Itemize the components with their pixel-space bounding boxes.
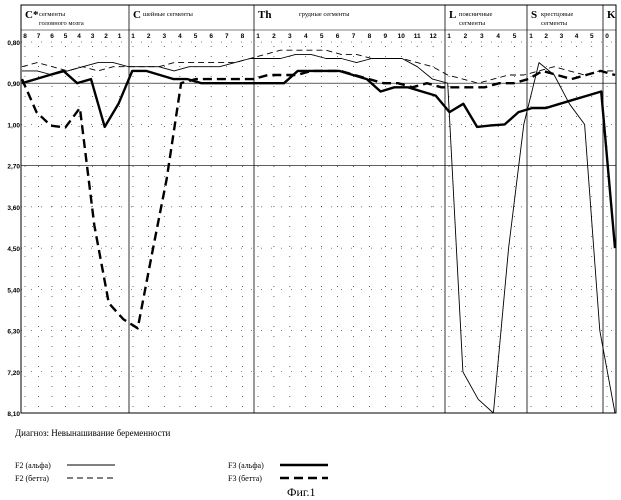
x-tick-label: 1 bbox=[447, 33, 451, 40]
x-tick-label: 4 bbox=[178, 33, 182, 40]
section-label: крестцовые bbox=[541, 11, 573, 18]
section-label: грудные сегменты bbox=[299, 11, 350, 18]
y-tick-label: 1,00 bbox=[7, 122, 20, 129]
x-tick-label: 4 bbox=[304, 33, 308, 40]
section-label: сегменты bbox=[541, 20, 568, 27]
legend-label: F2 (бетта) bbox=[15, 474, 49, 483]
x-tick-label: 3 bbox=[480, 33, 484, 40]
x-tick-label: 11 bbox=[414, 33, 421, 40]
section-label: сегменты bbox=[459, 20, 486, 27]
x-tick-label: 10 bbox=[398, 33, 406, 40]
x-tick-label: 7 bbox=[352, 33, 356, 40]
x-tick-label: 5 bbox=[194, 33, 198, 40]
diagnosis-text: Диагноз: Невынашивание беременности bbox=[15, 428, 170, 438]
x-tick-label: 3 bbox=[288, 33, 292, 40]
x-tick-label: 6 bbox=[209, 33, 213, 40]
x-tick-label: 1 bbox=[529, 33, 533, 40]
x-tick-label: 9 bbox=[384, 33, 388, 40]
section-label: поясничные bbox=[459, 11, 493, 18]
x-tick-label: 2 bbox=[104, 33, 108, 40]
x-tick-label: 6 bbox=[336, 33, 340, 40]
y-tick-label: 8,10 bbox=[7, 411, 20, 418]
x-tick-label: 7 bbox=[37, 33, 41, 40]
x-tick-label: 4 bbox=[496, 33, 500, 40]
x-tick-label: 4 bbox=[575, 33, 579, 40]
section-code: Th bbox=[258, 9, 271, 21]
x-tick-label: 0 bbox=[605, 33, 609, 40]
x-tick-label: 1 bbox=[118, 33, 122, 40]
section-label: сегменты bbox=[39, 11, 66, 18]
x-tick-label: 12 bbox=[429, 33, 437, 40]
x-tick-label: 8 bbox=[241, 33, 245, 40]
x-tick-label: 2 bbox=[272, 33, 276, 40]
x-tick-label: 5 bbox=[320, 33, 324, 40]
y-tick-label: 0,80 bbox=[7, 40, 20, 47]
x-tick-label: 2 bbox=[147, 33, 151, 40]
section-label: шейные сегменты bbox=[143, 11, 193, 18]
series-line-3 bbox=[22, 71, 615, 248]
x-tick-label: 5 bbox=[64, 33, 68, 40]
section-code: L bbox=[449, 9, 456, 21]
series-line-2 bbox=[22, 50, 615, 83]
x-tick-label: 2 bbox=[544, 33, 548, 40]
x-tick-label: 2 bbox=[464, 33, 468, 40]
x-tick-label: 3 bbox=[560, 33, 564, 40]
y-tick-label: 2,70 bbox=[7, 164, 20, 171]
x-tick-label: 1 bbox=[131, 33, 135, 40]
y-tick-label: 0,90 bbox=[7, 81, 20, 88]
figure-caption: Фиг.1 bbox=[287, 485, 315, 500]
x-tick-label: 3 bbox=[91, 33, 95, 40]
y-tick-label: 5,40 bbox=[7, 287, 20, 294]
x-tick-label: 8 bbox=[23, 33, 27, 40]
x-tick-label: 3 bbox=[162, 33, 166, 40]
legend-label: F2 (альфа) bbox=[15, 461, 51, 470]
y-tick-label: 4,50 bbox=[7, 246, 20, 253]
section-code: S bbox=[531, 9, 537, 21]
x-tick-label: 5 bbox=[513, 33, 517, 40]
section-code: K bbox=[607, 9, 616, 21]
section-code: C bbox=[133, 9, 141, 21]
y-tick-label: 3,60 bbox=[7, 205, 20, 212]
x-tick-label: 4 bbox=[77, 33, 81, 40]
legend-label: F3 (альфа) bbox=[228, 461, 264, 470]
x-tick-label: 5 bbox=[590, 33, 594, 40]
series-line-1 bbox=[22, 54, 615, 413]
x-tick-label: 6 bbox=[50, 33, 54, 40]
y-tick-label: 6,30 bbox=[7, 329, 20, 336]
section-label: головного мозга bbox=[39, 20, 84, 27]
x-tick-label: 1 bbox=[256, 33, 260, 40]
legend-label: F3 (бетта) bbox=[228, 474, 262, 483]
y-tick-label: 7,20 bbox=[7, 370, 20, 377]
x-tick-label: 7 bbox=[225, 33, 229, 40]
x-tick-label: 8 bbox=[368, 33, 372, 40]
section-code: C* bbox=[25, 9, 39, 21]
